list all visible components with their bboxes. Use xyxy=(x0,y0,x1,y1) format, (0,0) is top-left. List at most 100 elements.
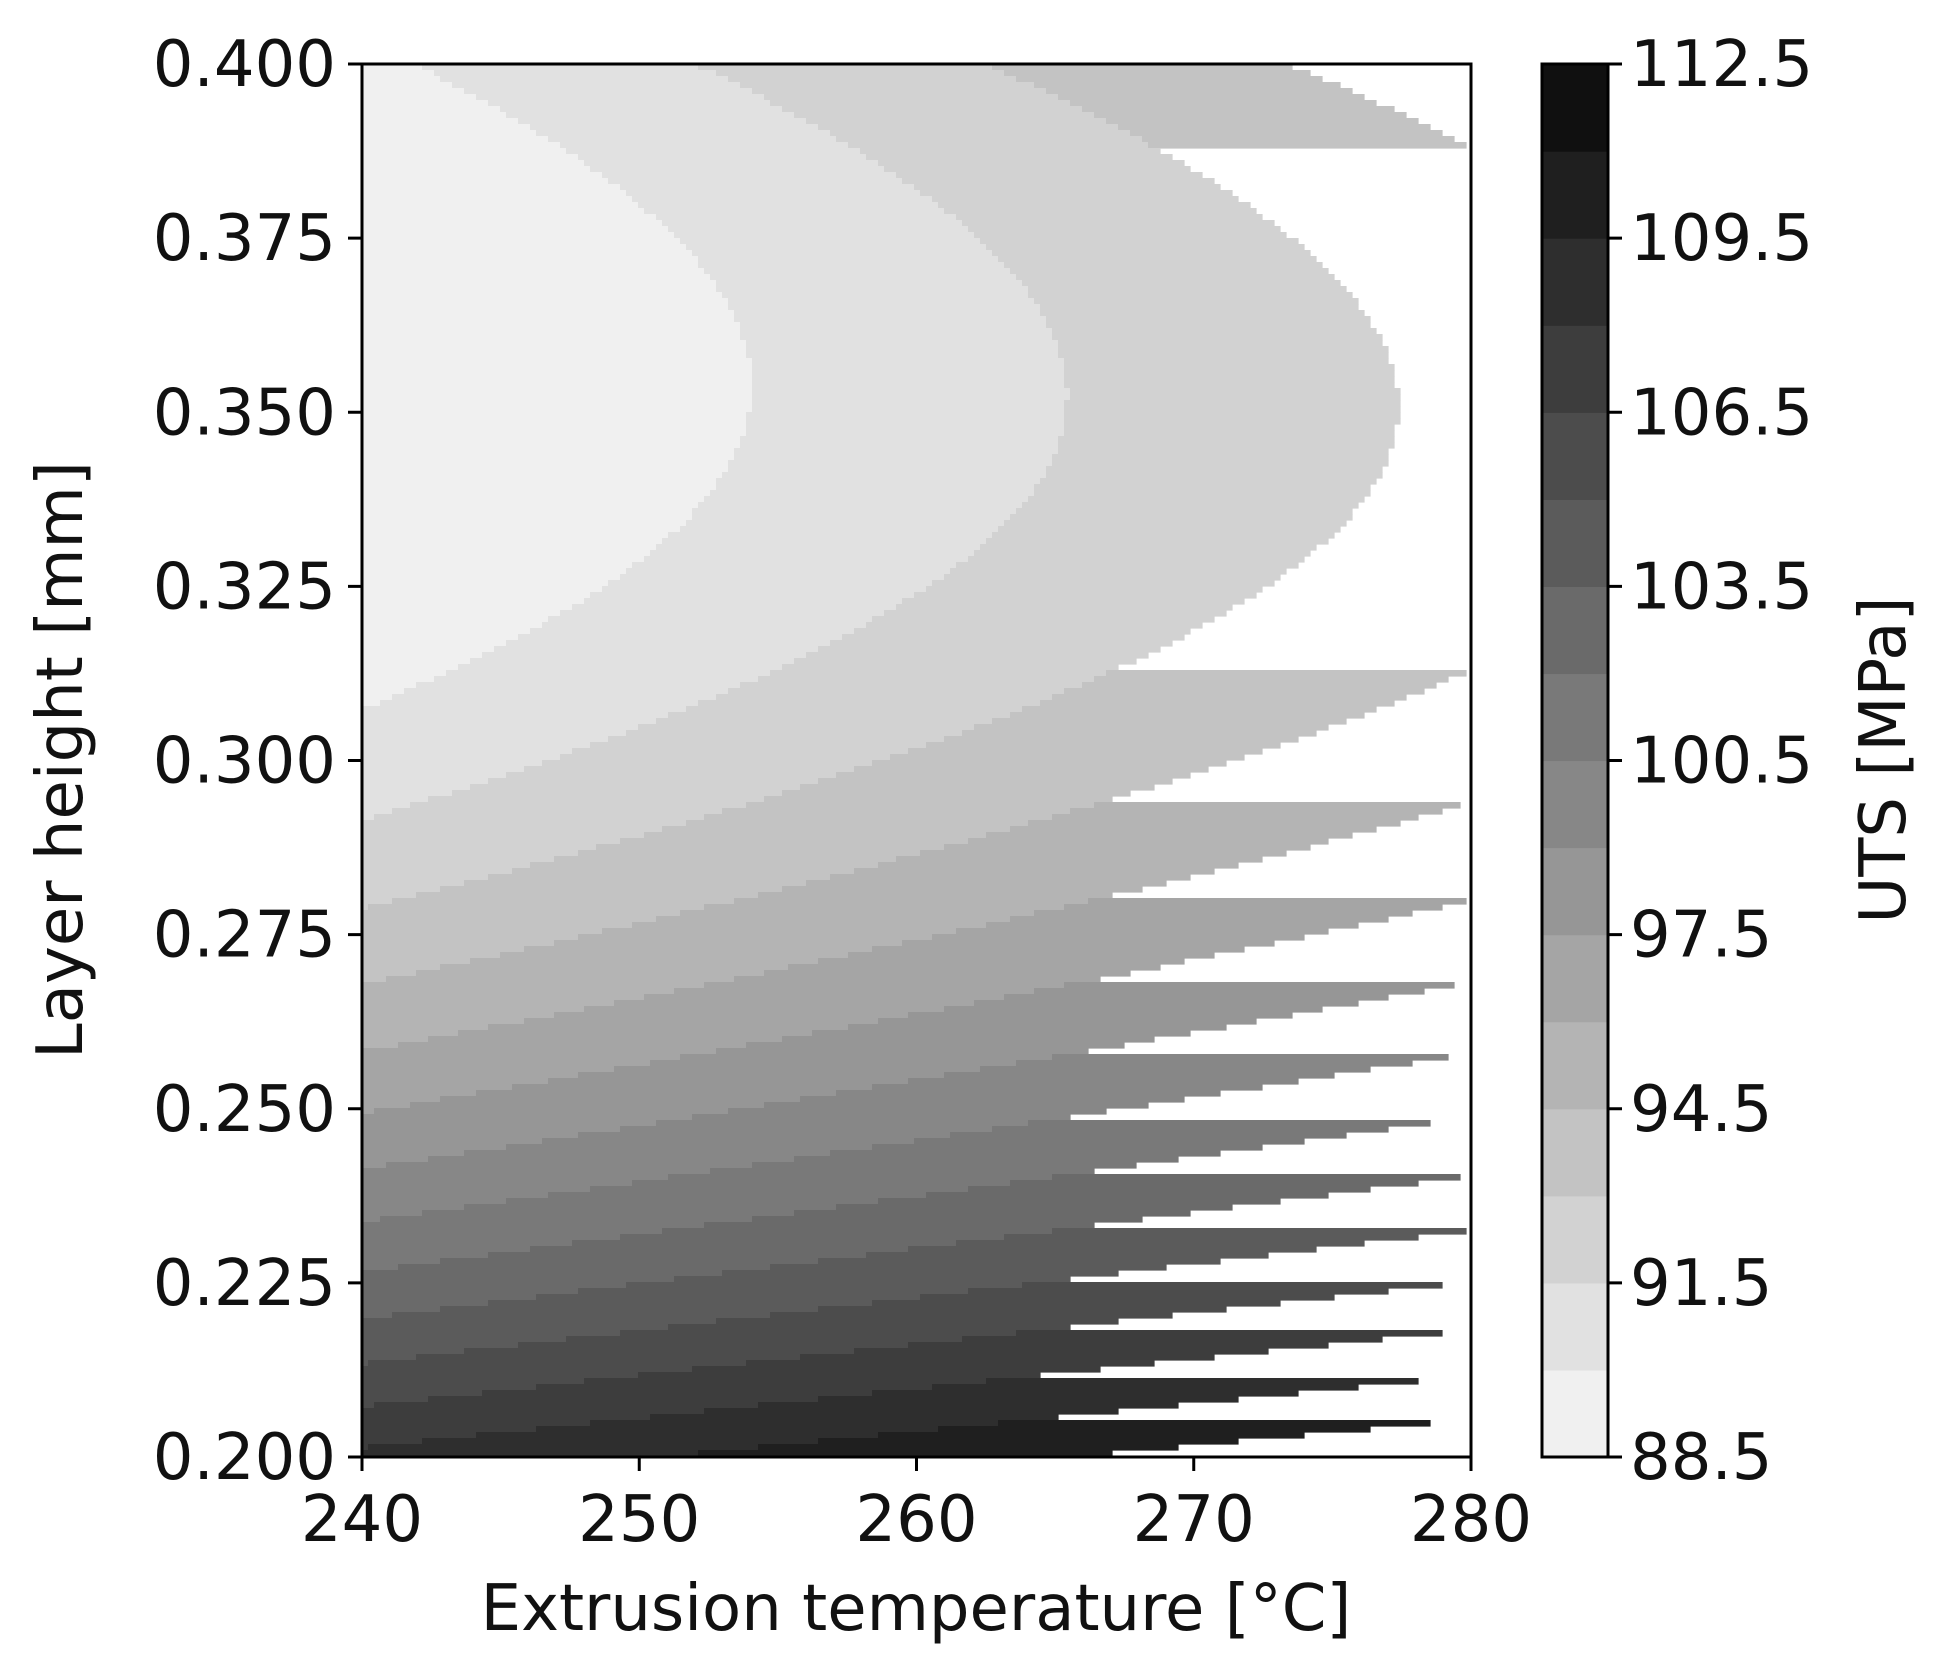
contour-band-cell xyxy=(362,1336,567,1343)
contour-band-cell xyxy=(362,982,705,989)
contour-band-cell xyxy=(362,670,447,677)
contour-band-cell xyxy=(728,460,1053,467)
contour-band-cell xyxy=(962,1336,1383,1343)
contour-band-cell xyxy=(362,880,465,887)
contour-band-cell xyxy=(440,1306,819,1313)
contour-band-cell xyxy=(818,646,1161,653)
contour-band-cell xyxy=(698,700,1041,707)
contour-band-cell xyxy=(644,994,1005,1001)
contour-band-cell xyxy=(830,1150,1221,1157)
contour-band-cell xyxy=(362,214,657,221)
contour-band-cell xyxy=(572,748,909,755)
contour-plot-area xyxy=(362,64,1467,1457)
colorbar-band xyxy=(1542,1369,1608,1458)
contour-band-cell xyxy=(1028,292,1353,299)
contour-band-cell xyxy=(1058,442,1395,449)
contour-band-cell xyxy=(620,1330,1017,1337)
contour-band-cell xyxy=(362,364,753,371)
contour-band-cell xyxy=(362,292,723,299)
contour-band-cell xyxy=(932,580,1275,587)
contour-band-cell xyxy=(956,928,1329,935)
contour-band-cell xyxy=(1082,106,1395,113)
contour-band-cell xyxy=(362,382,753,389)
x-axis: 240 250 260 270 280 xyxy=(301,1457,1532,1557)
contour-band-cell xyxy=(1046,322,1371,329)
contour-band-cell xyxy=(1064,904,1443,911)
contour-band-cell xyxy=(362,1108,375,1115)
contour-band-cell xyxy=(644,208,945,215)
contour-band-cell xyxy=(830,130,1131,137)
contour-band-cell xyxy=(866,622,1203,629)
contour-band-cell xyxy=(818,124,1119,131)
contour-band-cell xyxy=(668,1324,1071,1331)
contour-band-cell xyxy=(1046,88,1353,95)
contour-band-cell xyxy=(758,1402,1179,1409)
contour-band-cell xyxy=(362,658,471,665)
contour-band-cell xyxy=(806,652,1149,659)
contour-band-cell xyxy=(590,1186,969,1193)
contour-band-cell xyxy=(590,1420,999,1427)
y-tick-label: 0.250 xyxy=(153,1073,336,1147)
contour-band-cell xyxy=(752,388,1071,395)
contour-band-cell xyxy=(1010,1180,1419,1187)
contour-band-cell xyxy=(854,766,1209,773)
colorbar-band xyxy=(1542,760,1608,849)
contour-band-cell xyxy=(398,1042,747,1049)
contour-band-cell xyxy=(362,142,561,149)
contour-band-cell xyxy=(548,1192,927,1199)
contour-band-cell xyxy=(422,1210,795,1217)
contour-band-cell xyxy=(722,472,1047,479)
contour-band-cell xyxy=(866,154,1173,161)
contour-band-cell xyxy=(698,502,1023,509)
contour-band-cell xyxy=(1004,520,1347,527)
contour-band-cell xyxy=(572,1240,957,1247)
contour-band-cell xyxy=(1064,688,1425,695)
contour-band-cell xyxy=(614,1066,981,1073)
contour-band-cell xyxy=(752,358,1065,365)
contour-band-cell xyxy=(500,106,783,113)
contour-band-cell xyxy=(362,100,489,107)
colorbar-axis: 88.5 91.5 94.5 97.5 100.5 103.5 106.5 109.5 112.… xyxy=(1608,28,1813,1495)
contour-band-cell xyxy=(710,274,1017,281)
contour-band-cell xyxy=(362,688,405,695)
contour-band-cell xyxy=(650,1060,1017,1067)
contour-band-cell xyxy=(686,706,1023,713)
contour-band-cell xyxy=(362,1090,477,1097)
contour-band-cell xyxy=(1046,472,1383,479)
contour-band-cell xyxy=(368,1444,759,1451)
contour-band-cell xyxy=(362,424,747,431)
contour-band-cell xyxy=(476,94,765,101)
contour-band-cell xyxy=(818,1438,1239,1445)
contour-band-cell xyxy=(488,1024,849,1031)
contour-band-cell xyxy=(362,496,705,503)
y-tick-label: 0.375 xyxy=(153,202,336,276)
contour-band-cell xyxy=(944,736,1299,743)
colorbar-tick-label: 109.5 xyxy=(1630,202,1813,276)
contour-band-cell xyxy=(896,856,1263,863)
contour-band-cell xyxy=(1058,448,1389,455)
contour-band-cell xyxy=(1064,382,1395,389)
contour-band-cell xyxy=(656,1120,1029,1127)
contour-band-cell xyxy=(794,112,1095,119)
contour-band-cell xyxy=(1034,82,1341,89)
contour-band-cell xyxy=(674,988,1035,995)
contour-band-cell xyxy=(362,118,519,125)
contour-band-cell xyxy=(452,82,741,89)
contour-band-cell xyxy=(872,760,1227,767)
contour-band-cell xyxy=(362,652,483,659)
contour-band-cell xyxy=(1064,370,1395,377)
contour-band-cell xyxy=(392,808,723,815)
contour-band-cell xyxy=(362,1390,483,1397)
contour-band-cell xyxy=(398,1264,771,1271)
contour-band-cell xyxy=(878,1432,1305,1439)
contour-band-cell xyxy=(1064,412,1401,419)
contour-band-cell xyxy=(890,754,1245,761)
contour-band-cell xyxy=(374,1108,729,1115)
contour-band-cell xyxy=(530,124,819,131)
contour-band-cell xyxy=(896,604,1233,611)
contour-band-cell xyxy=(668,226,969,233)
contour-band-cell xyxy=(554,856,897,863)
contour-band-cell xyxy=(1058,352,1389,359)
contour-band-cell xyxy=(590,592,915,599)
contour-band-cell xyxy=(1058,94,1365,101)
